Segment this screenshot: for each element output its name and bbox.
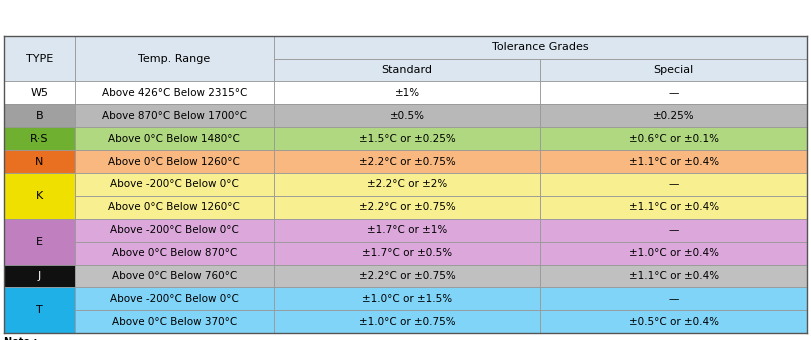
Text: Above 0°C Below 870°C: Above 0°C Below 870°C — [112, 248, 237, 258]
Text: ±2.2°C or ±0.75%: ±2.2°C or ±0.75% — [358, 156, 456, 167]
Bar — [75, 265, 274, 287]
Text: Above -200°C Below 0°C: Above -200°C Below 0°C — [109, 225, 238, 235]
Text: ±0.25%: ±0.25% — [653, 111, 694, 121]
Text: Note :: Note : — [4, 337, 37, 340]
Text: N: N — [35, 156, 44, 167]
Text: R·S: R·S — [30, 134, 49, 144]
Bar — [4, 287, 75, 333]
Bar — [540, 104, 807, 127]
Text: ±1.5°C or ±0.25%: ±1.5°C or ±0.25% — [358, 134, 456, 144]
Text: —: — — [668, 225, 679, 235]
Bar — [75, 196, 274, 219]
Text: ±1.0°C or ±0.75%: ±1.0°C or ±0.75% — [358, 317, 456, 327]
Bar — [540, 150, 807, 173]
Bar — [540, 287, 807, 310]
Bar — [4, 173, 75, 219]
Bar — [274, 104, 540, 127]
Bar — [540, 310, 807, 333]
Bar — [274, 58, 540, 82]
Bar — [4, 104, 75, 127]
Bar — [274, 82, 540, 104]
Text: —: — — [668, 180, 679, 189]
Text: Above 0°C Below 1260°C: Above 0°C Below 1260°C — [109, 202, 240, 212]
Bar — [75, 287, 274, 310]
Text: B: B — [36, 111, 43, 121]
Bar — [75, 310, 274, 333]
Bar — [274, 310, 540, 333]
Text: Standard: Standard — [382, 65, 432, 75]
Bar — [274, 219, 540, 242]
Text: ±1.7°C or ±1%: ±1.7°C or ±1% — [367, 225, 447, 235]
Text: Temp. Range: Temp. Range — [138, 54, 210, 64]
Bar — [540, 173, 807, 196]
Text: Above 0°C Below 760°C: Above 0°C Below 760°C — [112, 271, 237, 281]
Bar — [4, 265, 75, 287]
Bar — [75, 173, 274, 196]
Bar — [540, 58, 807, 82]
Bar — [540, 265, 807, 287]
Text: ±1.0°C or ±1.5%: ±1.0°C or ±1.5% — [362, 294, 453, 304]
Text: Above 870°C Below 1700°C: Above 870°C Below 1700°C — [101, 111, 247, 121]
Text: T: T — [36, 305, 43, 315]
Text: J: J — [38, 271, 41, 281]
Text: ±1.0°C or ±0.4%: ±1.0°C or ±0.4% — [629, 248, 719, 258]
Bar — [4, 219, 75, 265]
Text: ±0.5%: ±0.5% — [389, 111, 425, 121]
Bar — [75, 219, 274, 242]
Bar — [75, 104, 274, 127]
Text: Tolerance Grades: Tolerance Grades — [492, 42, 589, 52]
Bar — [274, 150, 540, 173]
Bar — [4, 127, 75, 150]
Bar — [4, 150, 75, 173]
Text: ±2.2°C or ±2%: ±2.2°C or ±2% — [367, 180, 447, 189]
Text: ±2.2°C or ±0.75%: ±2.2°C or ±0.75% — [358, 271, 456, 281]
Text: ±1%: ±1% — [394, 88, 419, 98]
Text: Above 0°C Below 1260°C: Above 0°C Below 1260°C — [109, 156, 240, 167]
Bar — [75, 150, 274, 173]
Text: ±1.1°C or ±0.4%: ±1.1°C or ±0.4% — [629, 202, 719, 212]
Text: W5: W5 — [30, 88, 49, 98]
Text: Above 0°C Below 1480°C: Above 0°C Below 1480°C — [109, 134, 240, 144]
Text: Above 0°C Below 370°C: Above 0°C Below 370°C — [112, 317, 237, 327]
Bar — [274, 36, 807, 58]
Bar — [75, 82, 274, 104]
Bar — [75, 127, 274, 150]
Text: Above 426°C Below 2315°C: Above 426°C Below 2315°C — [101, 88, 247, 98]
Bar — [540, 82, 807, 104]
Bar — [274, 173, 540, 196]
Text: ±0.6°C or ±0.1%: ±0.6°C or ±0.1% — [629, 134, 719, 144]
Text: ±0.5°C or ±0.4%: ±0.5°C or ±0.4% — [629, 317, 719, 327]
Text: E: E — [36, 237, 43, 246]
Bar — [4, 36, 75, 82]
Bar — [540, 127, 807, 150]
Bar — [540, 242, 807, 265]
Text: ±2.2°C or ±0.75%: ±2.2°C or ±0.75% — [358, 202, 456, 212]
Bar — [75, 242, 274, 265]
Bar — [75, 36, 274, 82]
Text: TYPE: TYPE — [26, 54, 53, 64]
Text: K: K — [36, 191, 43, 201]
Bar — [274, 196, 540, 219]
Text: —: — — [668, 88, 679, 98]
Bar — [274, 287, 540, 310]
Bar — [540, 219, 807, 242]
Text: Special: Special — [654, 65, 693, 75]
Text: Above -200°C Below 0°C: Above -200°C Below 0°C — [109, 180, 238, 189]
Text: ±1.7°C or ±0.5%: ±1.7°C or ±0.5% — [362, 248, 453, 258]
Text: Above -200°C Below 0°C: Above -200°C Below 0°C — [109, 294, 238, 304]
Text: ±1.1°C or ±0.4%: ±1.1°C or ±0.4% — [629, 156, 719, 167]
Bar — [274, 265, 540, 287]
Bar — [4, 82, 75, 104]
Bar — [274, 242, 540, 265]
Bar — [274, 127, 540, 150]
Bar — [540, 196, 807, 219]
Text: ±1.1°C or ±0.4%: ±1.1°C or ±0.4% — [629, 271, 719, 281]
Text: —: — — [668, 294, 679, 304]
